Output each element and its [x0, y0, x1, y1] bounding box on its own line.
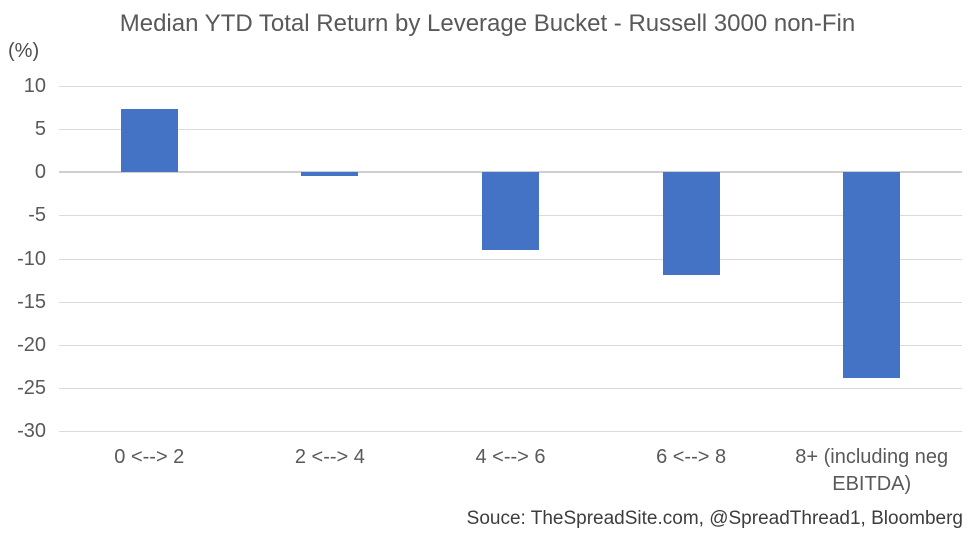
x-category-label: 4 <--> 6 — [475, 446, 546, 468]
gridline — [59, 301, 962, 303]
y-tick-label: -25 — [17, 376, 46, 399]
y-tick-label: -30 — [17, 420, 46, 442]
bar-3 — [662, 172, 720, 275]
gridline — [59, 86, 962, 87]
y-tick-label: 5 — [34, 118, 46, 141]
chart-title: Median YTD Total Return by Leverage Buck… — [119, 10, 856, 37]
plot-area — [59, 86, 962, 432]
source-note: Souce: TheSpreadSite.com, @SpreadThread1… — [466, 508, 963, 529]
y-tick-label: -5 — [28, 204, 46, 227]
gridline — [59, 431, 962, 432]
y-axis-unit-label: (%) — [8, 40, 40, 62]
y-tick-label: -10 — [17, 247, 46, 270]
gridline — [59, 387, 962, 389]
gridline — [59, 129, 962, 131]
bar-0 — [120, 109, 178, 173]
x-category-label: 8+ (including neg EBITDA) — [795, 446, 949, 495]
x-category-label: 2 <--> 4 — [294, 446, 365, 468]
bar-2 — [482, 172, 539, 250]
y-tick-label: 10 — [23, 75, 46, 97]
x-category-label: 0 <--> 2 — [114, 446, 185, 468]
gridline — [59, 344, 962, 346]
y-tick-label: 0 — [34, 161, 46, 184]
y-tick-label: -20 — [17, 333, 46, 356]
bar-1 — [301, 172, 359, 176]
gridline — [59, 258, 962, 260]
bar-4 — [843, 172, 901, 378]
y-tick-label: -15 — [17, 290, 46, 313]
x-category-label: 6 <--> 8 — [656, 446, 727, 468]
